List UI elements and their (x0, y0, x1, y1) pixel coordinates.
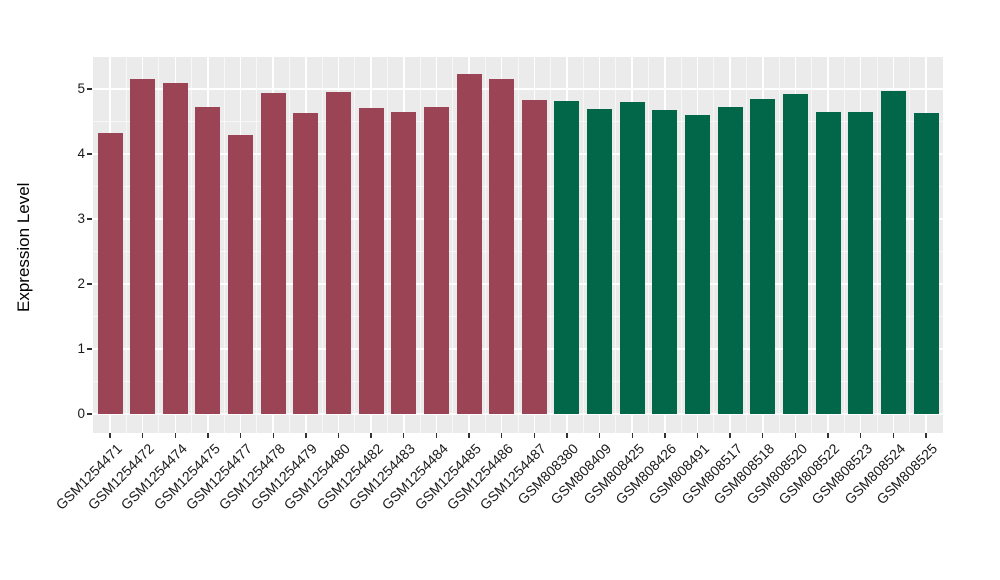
gridline-minor-x (321, 57, 323, 433)
gridline-minor-x (876, 57, 878, 433)
y-axis-title: Expression Level (14, 182, 33, 312)
bar (521, 100, 547, 414)
y-tick-mark (87, 218, 92, 220)
x-tick-mark (305, 433, 307, 438)
gridline-minor-x (256, 57, 258, 433)
gridline-minor-x (909, 57, 911, 433)
x-tick-mark (207, 433, 209, 438)
x-tick-mark (239, 433, 242, 438)
gridline-minor-x (158, 57, 160, 433)
x-tick-mark (370, 433, 372, 438)
gridline-minor-x (223, 57, 225, 433)
bar (260, 92, 286, 414)
bar (325, 91, 351, 414)
gridline-minor-x (648, 57, 650, 433)
gridline-minor-x (778, 57, 780, 433)
bar (130, 79, 156, 414)
bar (652, 109, 678, 414)
bar (880, 90, 906, 414)
gridline-major-y (93, 153, 943, 155)
bar (195, 107, 221, 414)
bar (489, 79, 515, 414)
x-tick-mark (762, 433, 764, 438)
x-tick-mark (435, 433, 438, 438)
x-tick-mark (337, 433, 340, 438)
y-tick-label: 1 (77, 340, 85, 356)
gridline-minor-x (386, 57, 388, 433)
x-tick-mark (794, 433, 797, 438)
x-tick-mark (500, 433, 503, 438)
plot-panel (93, 57, 943, 433)
gridline-minor-x (354, 57, 356, 433)
bar (391, 111, 417, 414)
bar (162, 83, 188, 414)
bar (717, 106, 743, 414)
bar (554, 101, 580, 414)
bar (750, 98, 776, 414)
x-tick-mark (598, 433, 601, 438)
bar (619, 101, 645, 414)
x-tick-mark (729, 433, 731, 438)
x-tick-mark (925, 433, 927, 438)
bar (293, 113, 319, 414)
bar (815, 111, 841, 414)
bar (97, 132, 123, 414)
bar (228, 135, 254, 414)
gridline-minor-x (615, 57, 617, 433)
bar (848, 112, 874, 414)
x-tick-mark (533, 433, 535, 438)
gridline-major-y (93, 218, 943, 220)
gridline-minor-x (289, 57, 291, 433)
gridline-minor-x (582, 57, 584, 433)
bar (456, 74, 482, 414)
bar (782, 93, 808, 414)
x-tick-mark (468, 433, 470, 438)
x-tick-mark (174, 433, 176, 438)
gridline-minor-x (419, 57, 421, 433)
x-tick-mark (403, 433, 405, 438)
gridline-minor-x (713, 57, 715, 433)
gridline-major-y (93, 348, 943, 350)
bar (685, 114, 711, 414)
x-tick-mark (827, 433, 829, 438)
x-tick-mark (272, 433, 274, 438)
x-tick-mark (860, 433, 862, 438)
gridline-minor-x (125, 57, 127, 433)
gridline-minor-x (191, 57, 193, 433)
bar (423, 107, 449, 414)
x-tick-mark (631, 433, 633, 438)
gridline-minor-x (452, 57, 454, 433)
y-tick-label: 4 (77, 145, 85, 161)
y-tick-label: 0 (77, 405, 85, 421)
y-tick-mark (87, 153, 92, 155)
gridline-major-y (93, 413, 943, 415)
y-tick-mark (87, 348, 92, 350)
x-tick-mark (892, 433, 895, 438)
gridline-minor-x (680, 57, 682, 433)
bar (358, 107, 384, 414)
gridline-minor-x (517, 57, 519, 433)
gridline-minor-x (843, 57, 845, 433)
gridline-major-y (93, 283, 943, 285)
x-tick-mark (141, 433, 144, 438)
gridline-minor-x (550, 57, 552, 433)
x-tick-mark (664, 433, 666, 438)
x-tick-mark (696, 433, 699, 438)
x-tick-mark (566, 433, 568, 438)
x-tick-mark (109, 433, 111, 438)
y-tick-label: 2 (77, 275, 85, 291)
bar (587, 109, 613, 414)
gridline-major-y (93, 88, 943, 90)
y-tick-mark (87, 283, 92, 285)
y-tick-label: 5 (77, 80, 85, 96)
y-tick-label: 3 (77, 210, 85, 226)
gridline-minor-x (811, 57, 813, 433)
y-tick-mark (87, 88, 92, 90)
y-tick-mark (87, 413, 92, 415)
gridline-minor-x (745, 57, 747, 433)
gridline-minor-x (484, 57, 486, 433)
bar (913, 113, 939, 414)
